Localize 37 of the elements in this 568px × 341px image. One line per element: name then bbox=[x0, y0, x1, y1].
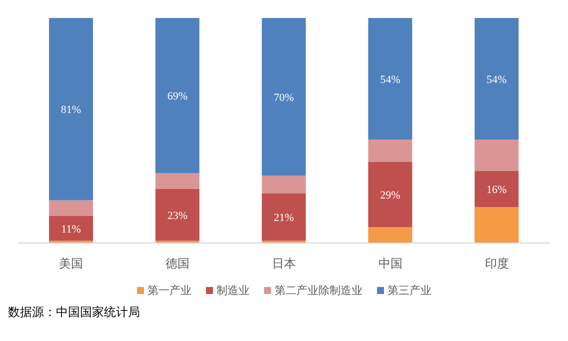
data-label: 54% bbox=[380, 74, 400, 86]
legend-label: 第二产业除制造业 bbox=[274, 283, 362, 298]
bar bbox=[474, 18, 519, 140]
legend-label: 第一产业 bbox=[146, 283, 192, 298]
bar bbox=[49, 200, 93, 216]
legend-label: 第三产业 bbox=[386, 283, 432, 298]
bar bbox=[155, 18, 200, 174]
data-label: 23% bbox=[167, 210, 188, 222]
bar bbox=[155, 189, 200, 241]
data-label: 70% bbox=[274, 92, 294, 104]
data-label: 69% bbox=[167, 90, 188, 103]
data-label: 54% bbox=[486, 74, 507, 86]
bar bbox=[368, 227, 412, 243]
bar bbox=[262, 176, 306, 194]
bar bbox=[474, 140, 519, 171]
bar bbox=[368, 18, 412, 140]
bar bbox=[49, 216, 93, 241]
bar bbox=[368, 162, 412, 228]
x-tick-label: 中国 bbox=[378, 256, 402, 271]
legend-label: 制造业 bbox=[216, 283, 250, 298]
text: 数据源：中国国家统计局 bbox=[8, 304, 141, 321]
bar bbox=[262, 194, 306, 241]
data-label: 29% bbox=[380, 190, 400, 202]
bar bbox=[474, 171, 519, 207]
bar bbox=[155, 173, 200, 189]
bar bbox=[262, 18, 306, 176]
data-label: 11% bbox=[61, 223, 81, 236]
data-label: 81% bbox=[60, 104, 82, 116]
data-label: 16% bbox=[486, 184, 507, 196]
x-tick-label: 日本 bbox=[272, 256, 296, 271]
bar bbox=[368, 140, 412, 162]
x-tick-label: 美国 bbox=[59, 256, 84, 271]
x-tick-label: 德国 bbox=[166, 256, 190, 271]
data-label: 21% bbox=[274, 212, 294, 224]
x-tick-label: 印度 bbox=[484, 256, 509, 271]
bar bbox=[474, 207, 519, 243]
bar bbox=[49, 18, 93, 200]
